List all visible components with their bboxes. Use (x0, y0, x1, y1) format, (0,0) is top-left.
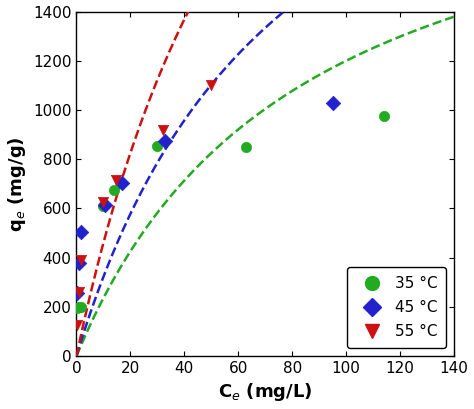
X-axis label: C$_e$ (mg/L): C$_e$ (mg/L) (218, 382, 312, 403)
Point (73, 322, 81, 328)
Point (380, 113, 388, 119)
Point (110, 187, 118, 193)
Y-axis label: q$_e$ (mg/g): q$_e$ (mg/g) (6, 136, 27, 231)
Point (100, 199, 107, 205)
Point (73, 305, 81, 311)
Point (75, 259, 82, 266)
Point (112, 177, 119, 183)
Point (100, 203, 107, 209)
Point (208, 82, 215, 89)
Point (243, 144, 250, 150)
Point (329, 99, 337, 106)
Point (154, 142, 161, 149)
Point (77, 257, 84, 263)
Point (159, 126, 166, 133)
Point (162, 137, 169, 144)
Point (75, 303, 82, 310)
Point (75, 289, 82, 295)
Point (73, 290, 81, 297)
Legend: 35 °C, 45 °C, 55 °C: 35 °C, 45 °C, 55 °C (347, 267, 447, 348)
Point (118, 179, 126, 186)
Point (77, 229, 84, 235)
Point (77, 303, 84, 310)
Point (101, 202, 109, 208)
